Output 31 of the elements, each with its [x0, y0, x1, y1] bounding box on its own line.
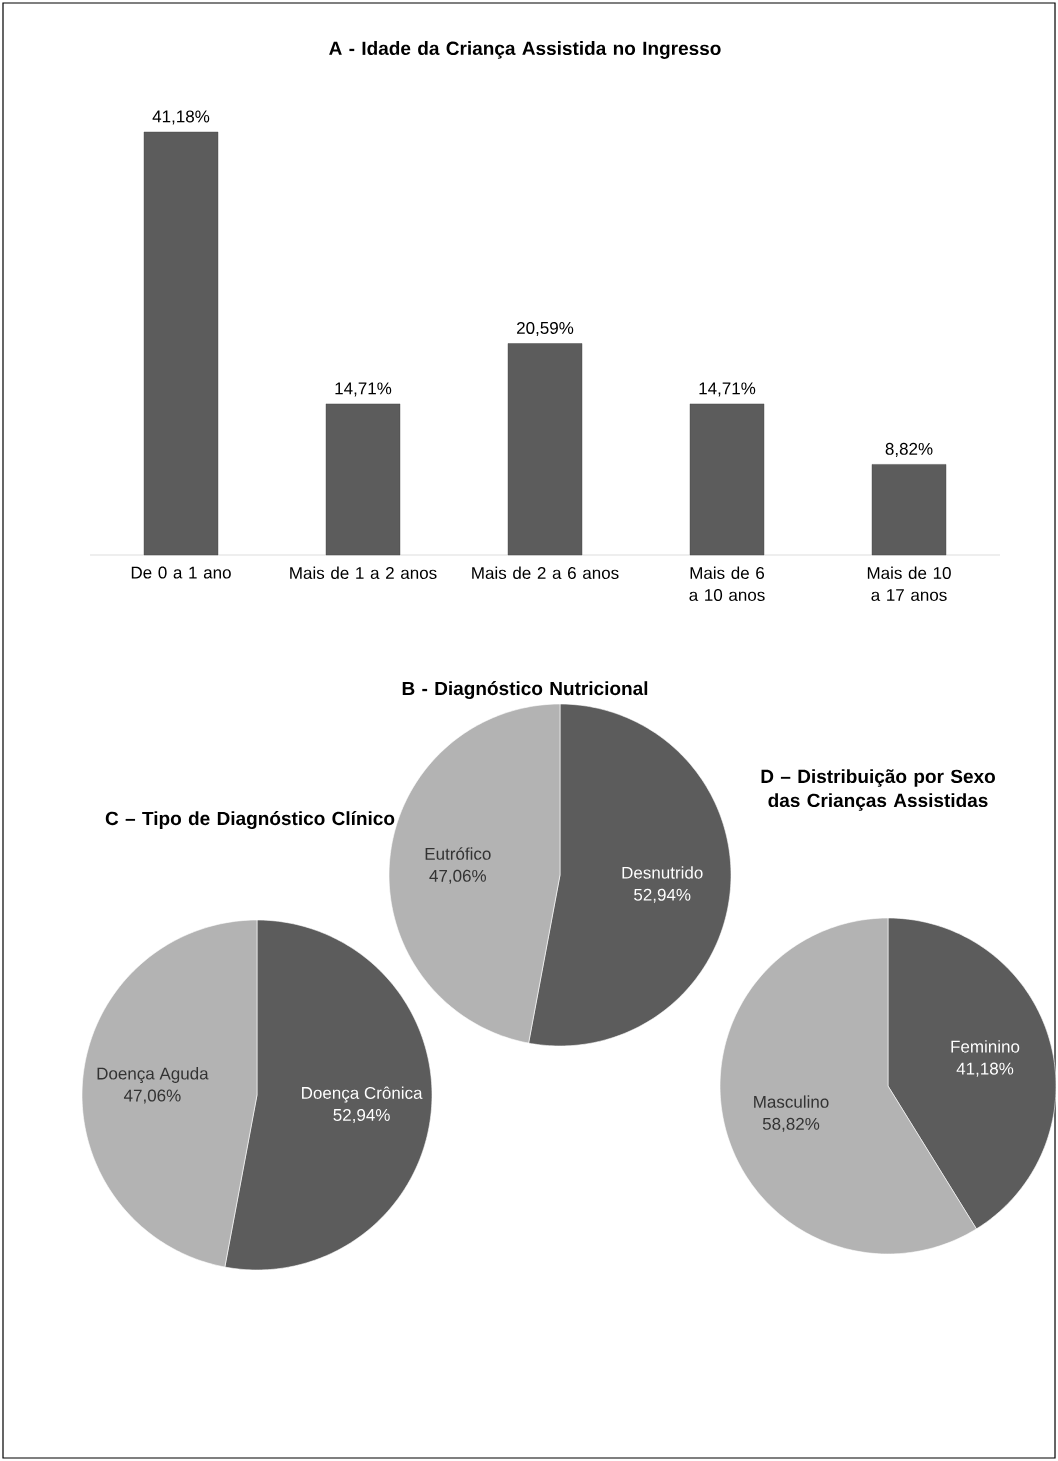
data-label: 58,82% [762, 1117, 820, 1132]
x-tick-label: Mais de 1 a 2 anos [290, 566, 437, 580]
bar [325, 403, 401, 556]
data-label: 8,82% [885, 442, 933, 457]
bar [507, 343, 583, 556]
bar [871, 464, 947, 556]
x-tick-label: Mais de 6 a 10 anos [689, 566, 765, 602]
data-label: 52,94% [634, 888, 691, 903]
slice-label: Desnutrido [622, 866, 703, 879]
slice-label: Eutrófico [425, 847, 491, 860]
chart-title: D – Distribuição por Sexo das Crianças Assistidas [761, 769, 995, 811]
slice-label: Feminino [951, 1040, 1020, 1053]
x-tick-label: De 0 a 1 ano [131, 566, 231, 579]
slice-label: Doença Aguda [97, 1067, 209, 1083]
bar [143, 131, 219, 556]
data-label: 47,06% [429, 869, 487, 884]
data-label: 52,94% [333, 1108, 390, 1123]
data-label: 20,59% [517, 321, 574, 336]
chart-title: B - Diagnóstico Nutricional [402, 681, 648, 699]
x-tick-label: Mais de 2 a 6 anos [472, 566, 619, 580]
chart-title: A - Idade da Criança Assistida no Ingresso [329, 41, 721, 59]
slice-label: Doença Crônica [302, 1086, 423, 1103]
bar [689, 403, 765, 556]
slice-label: Masculino [754, 1095, 829, 1108]
data-label: 47,06% [123, 1089, 181, 1104]
chart-title: C – Tipo de Diagnóstico Clínico [105, 811, 395, 829]
x-tick-label: Mais de 10 a 17 anos [867, 566, 951, 602]
data-label: 41,18% [956, 1062, 1014, 1077]
data-label: 14,71% [699, 382, 756, 397]
data-label: 41,18% [152, 110, 210, 125]
data-label: 14,71% [335, 382, 392, 397]
